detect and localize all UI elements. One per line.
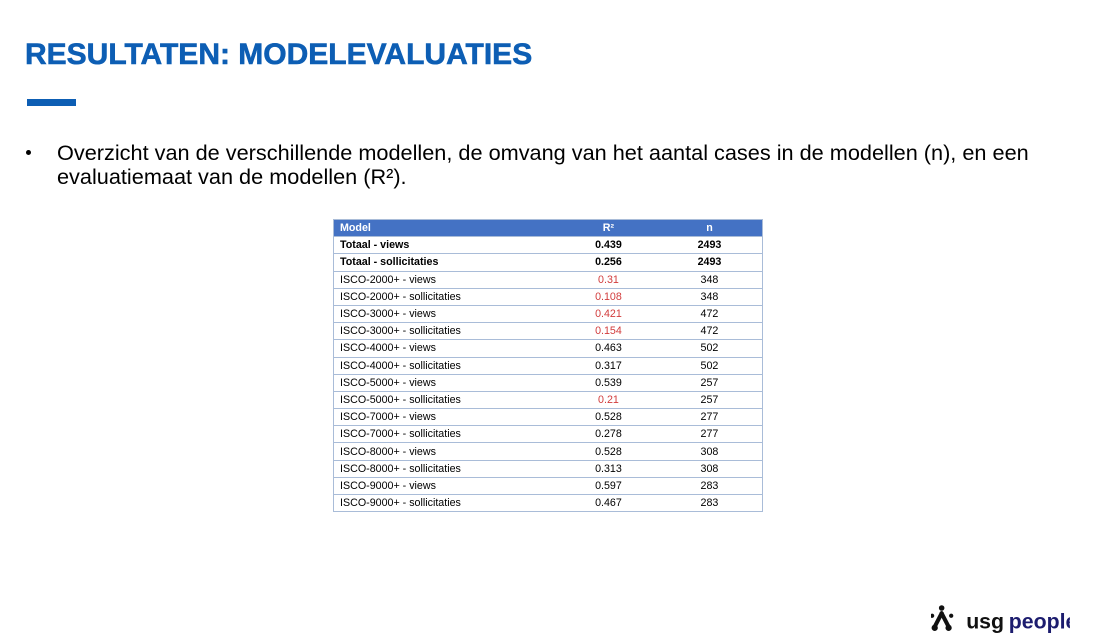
svg-text:usg: usg [966,610,1004,634]
svg-text:people: people [1009,610,1070,634]
